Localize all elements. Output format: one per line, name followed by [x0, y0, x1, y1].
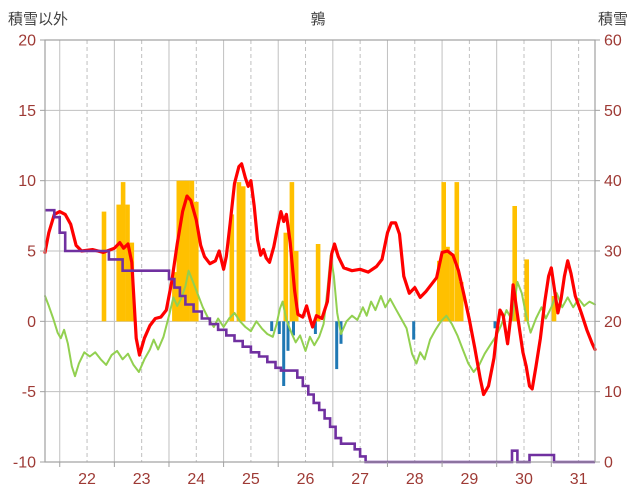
right-axis-title: 積雪 — [597, 11, 628, 28]
left-axis-tick-label: -10 — [13, 455, 36, 472]
x-axis-day-label: 28 — [406, 471, 424, 488]
left-axis-title: 積雪以外 — [8, 11, 69, 28]
right-axis-tick-label: 50 — [604, 103, 622, 120]
x-axis-day-label: 29 — [460, 471, 478, 488]
x-axis-day-label: 23 — [133, 471, 151, 488]
left-axis-tick-label: 5 — [27, 244, 36, 261]
x-axis-day-label: 25 — [242, 471, 260, 488]
right-axis-tick-label: 0 — [604, 455, 613, 472]
left-axis-tick-label: 10 — [18, 173, 36, 190]
x-axis-day-label: 26 — [297, 471, 315, 488]
right-axis-tick-label: 30 — [604, 244, 622, 261]
right-axis-tick-label: 40 — [604, 173, 622, 190]
right-axis-tick-label: 20 — [604, 314, 622, 331]
left-axis-tick-label: 0 — [27, 314, 36, 331]
x-axis-day-label: 24 — [187, 471, 205, 488]
left-axis-tick-label: -5 — [22, 384, 36, 401]
x-axis-day-label: 27 — [351, 471, 369, 488]
left-axis-tick-label: 15 — [18, 103, 36, 120]
left-axis-tick-label: 20 — [18, 33, 36, 50]
x-axis-day-label: 31 — [570, 471, 588, 488]
chart-title: 鶉 — [310, 11, 326, 28]
x-axis-day-label: 22 — [78, 471, 96, 488]
right-axis-tick-label: 10 — [604, 384, 622, 401]
x-axis-day-label: 30 — [515, 471, 533, 488]
right-axis-tick-label: 60 — [604, 33, 622, 50]
